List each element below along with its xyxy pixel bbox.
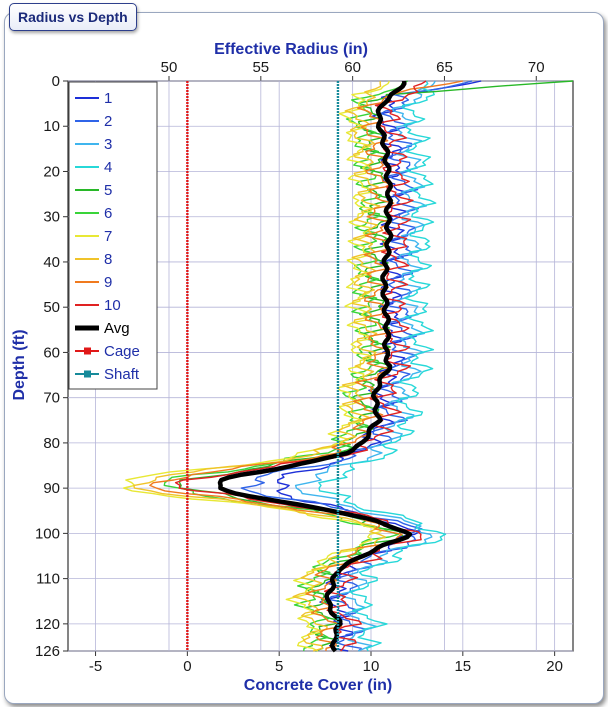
y-tick-label: 70 — [43, 390, 60, 407]
legend-marker-Shaft — [84, 370, 91, 378]
bottom-tick-label: 20 — [546, 658, 563, 675]
series-line-9 — [149, 80, 463, 652]
y-tick-label: 40 — [43, 254, 60, 271]
legend-label-5: 5 — [104, 182, 112, 199]
y-tick-label: 60 — [43, 344, 60, 361]
y-tick-label: 110 — [36, 571, 60, 588]
legend-label-6: 6 — [104, 205, 112, 222]
y-tick-label: 90 — [43, 480, 60, 497]
top-tick-label: 55 — [252, 59, 269, 76]
legend-label-Cage: Cage — [104, 343, 140, 360]
y-tick-label: 100 — [35, 525, 60, 542]
series-line-3 — [294, 80, 436, 652]
y-tick-label: 20 — [43, 163, 60, 180]
y-tick-label: 126 — [35, 643, 60, 660]
top-tick-label: 60 — [344, 59, 361, 76]
top-axis-title: Effective Radius (in) — [214, 41, 368, 58]
top-tick-label: 70 — [528, 59, 545, 76]
legend: 1 2 3 4 5 6 7 8 9 10 Avg Cage Shaft — [68, 81, 158, 390]
y-tick-label: 10 — [43, 118, 60, 135]
bottom-tick-label: -5 — [89, 658, 102, 675]
bottom-tick-label: 15 — [454, 658, 471, 675]
top-tick-label: 50 — [161, 59, 178, 76]
series-line-7 — [122, 80, 391, 652]
legend-label-9: 9 — [104, 274, 112, 291]
top-tick-label: 65 — [436, 59, 453, 76]
bottom-tick-label: 5 — [275, 658, 283, 675]
legend-label-1: 1 — [104, 90, 112, 107]
legend-label-10: 10 — [104, 297, 121, 314]
series-line-avg — [217, 80, 413, 653]
bottom-tick-label: 0 — [183, 658, 191, 675]
reference-lines — [186, 81, 340, 651]
y-tick-label: 80 — [43, 435, 60, 452]
plot-area — [122, 80, 574, 653]
legend-label-8: 8 — [104, 251, 112, 268]
legend-label-3: 3 — [104, 136, 112, 153]
legend-label-Avg: Avg — [104, 320, 130, 337]
legend-label-4: 4 — [104, 159, 112, 176]
legend-label-2: 2 — [104, 113, 112, 130]
legend-label-Shaft: Shaft — [104, 366, 140, 383]
y-tick-label: 120 — [35, 616, 60, 633]
y-tick-label: 50 — [43, 299, 60, 316]
legend-label-7: 7 — [104, 228, 112, 245]
bottom-axis-title: Concrete Cover (in) — [244, 677, 392, 694]
series-line-4 — [318, 80, 447, 652]
legend-marker-Cage — [84, 347, 91, 355]
series-line-10 — [174, 80, 427, 652]
bottom-tick-label: 10 — [363, 658, 380, 675]
y-tick-label: 30 — [43, 209, 60, 226]
y-tick-label: 0 — [52, 73, 60, 90]
chart-title-tab[interactable]: Radius vs Depth — [9, 3, 137, 31]
y-axis-title: Depth (ft) — [11, 329, 28, 400]
